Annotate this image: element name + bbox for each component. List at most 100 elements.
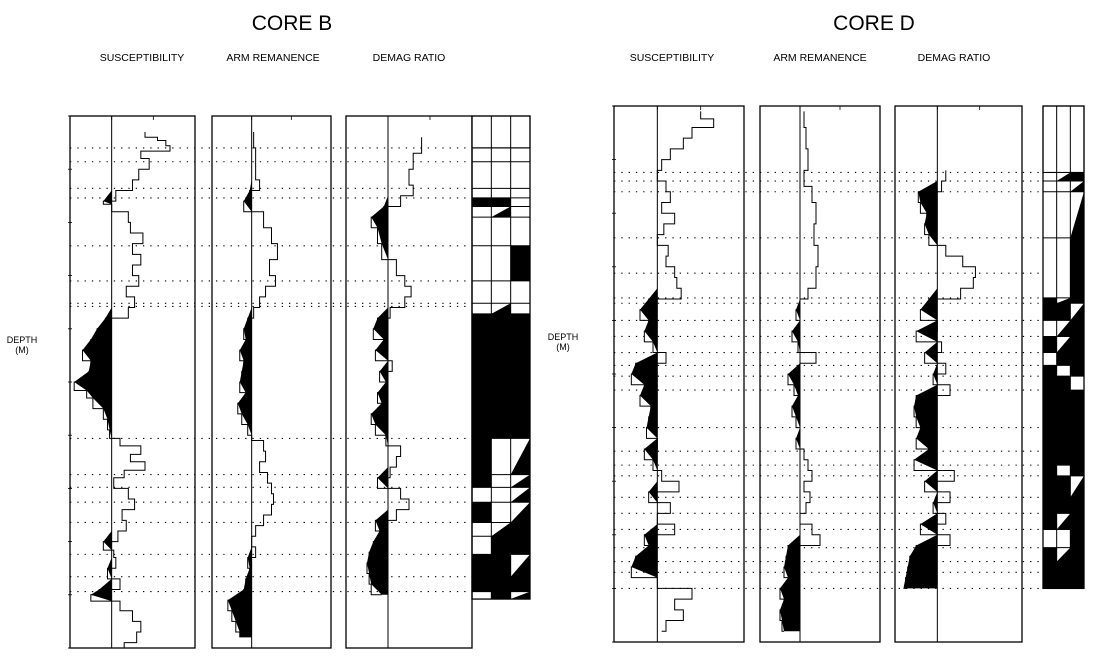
core-d-strip-cell-filled [1070,390,1084,452]
core-d-strip-cell-filled [1043,451,1057,466]
core-d-strip-frame [1042,105,1085,590]
core-d-strip-cell-filled [1070,237,1084,298]
core-d-strip-cell-filled [1070,547,1084,562]
core-b-arm-remanence-fill [227,131,252,638]
core-b-group: CORE B SUSCEPTIBILITY ARM REMANENCE DEMA… [7,12,531,649]
core-d-strip-cell-filled [1043,561,1057,589]
core-b-arm-remanence-profile-line [227,131,278,638]
core-d-strip-cell-filled [1043,513,1057,530]
core-d-arm-remanence-fill [780,111,800,632]
core-d-strip-cell-filled [1043,303,1057,321]
core-b-strip-cell-filled [491,591,511,600]
core-b-strip-frame [471,115,531,600]
core-b-arm-remanence-frame [211,115,332,649]
core-d-strip-cell-filled [1043,475,1057,498]
core-d-strip-cell-filled [1043,365,1057,377]
core-b-strip-cell-diagonal [510,487,530,503]
core-b-demag-ratio-profile-line [366,137,423,596]
core-d-ylabel-line-1: DEPTH [548,332,579,342]
core-b-col-title-arm: ARM REMANENCE [226,52,319,64]
core-b-strip-cell-diagonal [510,474,530,488]
core-d-strip-cell-diagonal [1056,297,1071,304]
core-d-strip-cell-filled [1056,475,1071,498]
core-b-strip-cell-filled [491,197,511,207]
core-b-strip-cell-filled [472,438,492,475]
core-d-group: CORE D SUSCEPTIBILITY ARM REMANENCE DEMA… [548,12,1085,643]
core-d-strip-cell-filled [1056,352,1071,366]
core-d-title: CORE D [833,12,915,35]
core-b-ylabel-line-1: DEPTH [7,335,38,345]
core-d-strip-cell-diagonal [1056,547,1071,562]
core-b-col-title-susceptibility: SUSCEPTIBILITY [100,52,185,64]
core-b-strip-cell-filled [491,313,511,439]
core-d-strip-cell-filled [1070,451,1084,466]
core-d-strip-cell-filled [1056,376,1071,391]
core-d-strip-cell-filled [1070,529,1084,548]
core-b-strip-cell-diagonal [491,522,511,537]
core-d-strip-cell-filled [1043,376,1057,391]
core-d-demag-ratio-fill [903,170,938,589]
core-d-strip-cell-diagonal [1056,513,1071,530]
core-b-strip-cell-filled [472,474,492,488]
core-d-strip-cell-filled [1070,297,1084,304]
core-b-strip-cell-filled [472,576,492,592]
core-b-strip-cell-filled [491,576,511,592]
core-d-strip-cell-filled [1043,336,1057,353]
core-d-strip-cell-filled [1043,497,1057,514]
core-d-strip-cell-filled [1056,303,1071,321]
core-d-col-title-demag: DEMAG RATIO [918,52,991,64]
core-b-title: CORE B [252,12,333,35]
core-b-strip-cell-diagonal [491,206,511,218]
core-b-strip-cell-diagonal [510,554,530,577]
core-b-susceptibility-fill [74,131,112,648]
core-d-strip-cell-filled [1043,390,1057,452]
core-d-strip-cell-diagonal [1070,191,1084,238]
core-b-strip-cell-filled [510,245,530,281]
core-d-strip-cell-diagonal [1056,336,1071,353]
core-b-demag-ratio-fill [367,137,388,595]
core-d-strip-cell-filled [1070,336,1084,353]
core-b-susceptibility-profile-line [73,131,171,649]
core-d-strip-cell-filled [1056,451,1071,466]
core-d-col-title-arm: ARM REMANENCE [773,52,866,64]
core-b-col-title-demag: DEMAG RATIO [373,52,446,64]
core-b-strip-cell-filled [472,197,492,207]
core-d-strip-cell-filled [1043,547,1057,562]
core-b-strip-top [471,115,531,149]
core-d-strip-cell-filled [1056,390,1071,452]
core-d-strip-cell-filled [1070,352,1084,366]
core-b-strip-cell-diagonal [510,502,530,523]
core-b-strip-cell-filled [472,313,492,439]
core-b-strip-cell-filled [510,522,530,537]
core-d-strip-cell-filled [1070,172,1084,182]
core-d-col-title-susceptibility: SUSCEPTIBILITY [630,52,715,64]
core-b-susceptibility-frame [69,115,196,649]
core-d-susceptibility-frame [613,105,745,643]
core-d-strip-cell-filled [1043,465,1057,476]
core-d-susceptibility-profile-line [630,111,715,632]
core-b-strip-cell-filled [510,313,530,439]
core-b-strip-cell-filled [472,502,492,523]
core-d-strip-cell-filled [1070,497,1084,514]
core-d-ylabel-line-2: (M) [556,342,570,352]
core-b-strip-cell-diagonal [510,438,530,475]
core-d-strip-cell-filled [1070,365,1084,377]
core-d-strip-cell-filled [1043,297,1057,304]
core-b-strip-cell-filled [491,554,511,577]
core-d-strip-cell-diagonal [1070,181,1084,192]
core-d-strip-cell-filled [1070,320,1084,337]
core-d-arm-remanence-frame [759,105,881,643]
core-d-strip-cell-filled [1056,497,1071,514]
core-b-strip-cell-diagonal [510,591,530,600]
core-d-strip-cell-filled [1070,513,1084,530]
core-d-strip-cell-diagonal [1070,475,1084,498]
core-d-strip-cell-diagonal [1070,303,1084,321]
core-d-arm-remanence-profile-line [779,111,821,632]
core-b-strip-cell-diagonal [491,303,511,314]
core-d-strip-cell-filled [1070,561,1084,589]
core-d-strip-cell-diagonal [1056,172,1071,182]
core-d-demag-ratio-frame [894,105,1023,643]
core-d-strip-cell-filled [1070,465,1084,476]
core-d-strip-top [1042,105,1085,174]
